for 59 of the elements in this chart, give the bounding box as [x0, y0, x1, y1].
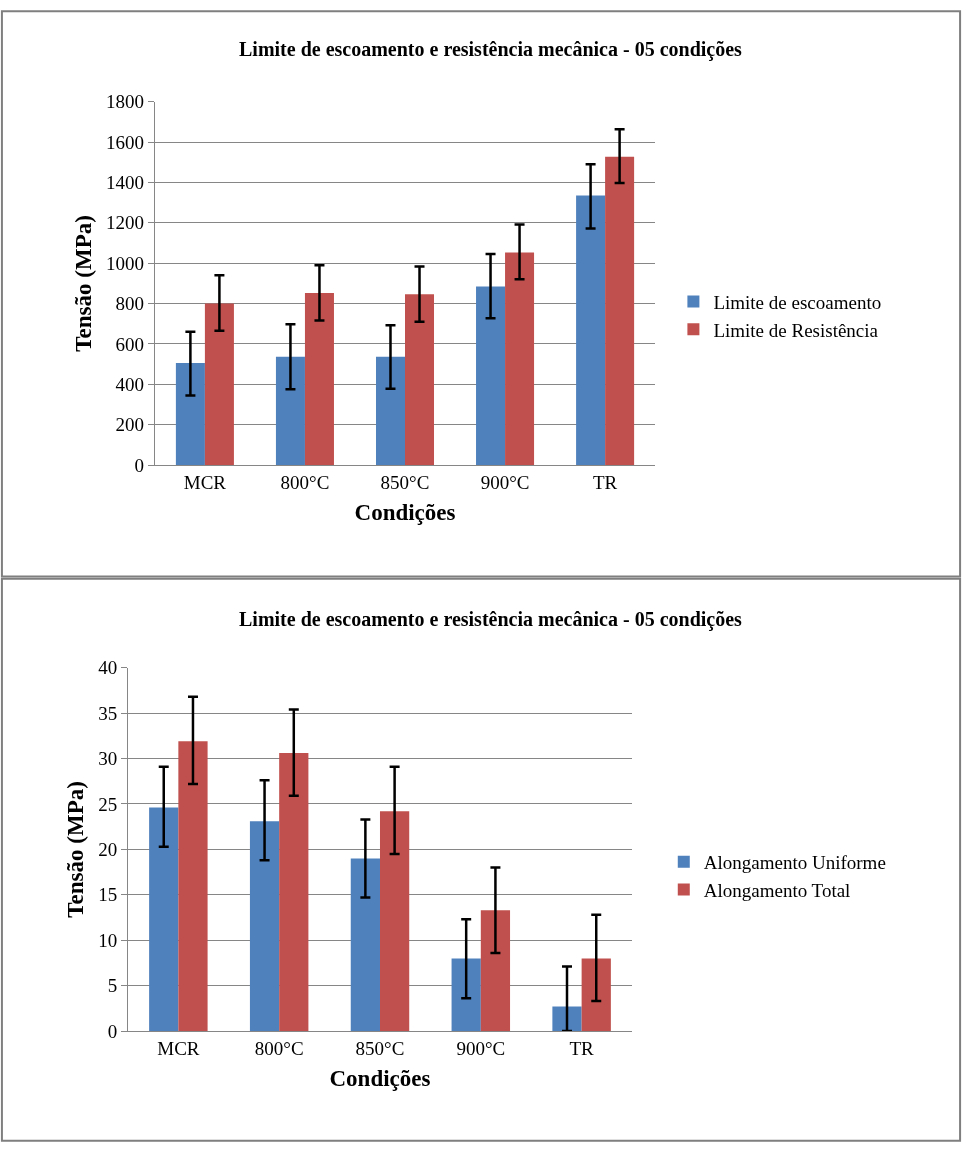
chart-title: Limite de escoamento e resistência mecânica - 05 condições — [239, 608, 743, 631]
x-axis-title: Condições — [354, 500, 456, 526]
bar — [275, 356, 305, 466]
y-tick-label: 15 — [98, 884, 118, 906]
y-tick-label: 600 — [115, 333, 145, 355]
bar — [379, 811, 410, 1032]
x-axis-title: Condições — [329, 1066, 431, 1092]
bar — [476, 286, 506, 466]
bar — [175, 363, 205, 466]
x-tick-label: 850°C — [355, 1037, 405, 1059]
y-tick-label: 1400 — [106, 172, 145, 194]
legend-label: Alongamento Total — [703, 879, 851, 901]
legend-label: Limite de Resistência — [713, 319, 879, 341]
y-tick-label: 800 — [115, 293, 145, 315]
bar — [178, 741, 208, 1032]
y-tick-label: 1200 — [106, 212, 145, 234]
x-tick-label: MCR — [157, 1037, 200, 1059]
x-tick-label: TR — [592, 471, 618, 493]
bar — [204, 303, 234, 466]
x-tick-label: 900°C — [456, 1037, 506, 1059]
x-tick-label: 800°C — [280, 471, 330, 493]
bar — [304, 293, 334, 466]
bar — [249, 821, 280, 1032]
y-tick-label: 10 — [98, 929, 118, 951]
bar — [350, 858, 380, 1032]
bar — [576, 195, 606, 466]
legend-label: Limite de escoamento — [713, 291, 882, 313]
y-axis-title: Tensão (MPa) — [62, 781, 88, 918]
y-tick-label: 0 — [107, 1020, 118, 1042]
y-tick-label: 200 — [115, 414, 145, 436]
y-tick-label: 25 — [98, 793, 118, 815]
x-tick-label: 900°C — [480, 471, 530, 493]
bar — [581, 958, 611, 1032]
chart-title: Limite de escoamento e resistência mecânica - 05 condições — [239, 38, 743, 61]
bar — [605, 156, 635, 466]
y-tick-label: 30 — [98, 748, 118, 770]
y-tick-label: 20 — [98, 839, 118, 861]
bar — [552, 1006, 582, 1032]
y-tick-label: 35 — [98, 702, 118, 724]
x-tick-label: 850°C — [380, 471, 430, 493]
y-tick-label: 40 — [98, 657, 118, 679]
bar — [405, 294, 435, 466]
y-tick-label: 400 — [115, 373, 145, 395]
x-tick-label: MCR — [183, 471, 227, 493]
bar — [505, 252, 535, 466]
x-tick-label: TR — [569, 1037, 595, 1059]
x-tick-label: 800°C — [254, 1037, 304, 1059]
y-axis-title: Tensão (MPa) — [70, 215, 96, 352]
y-tick-label: 1800 — [106, 91, 145, 113]
bar — [480, 910, 511, 1032]
y-tick-label: 1000 — [106, 252, 145, 274]
bar — [375, 356, 405, 466]
bar — [149, 807, 179, 1032]
bar — [279, 753, 309, 1032]
bar — [451, 958, 481, 1032]
y-tick-label: 5 — [107, 975, 118, 997]
y-tick-label: 1600 — [106, 131, 145, 153]
y-tick-label: 0 — [134, 454, 145, 476]
legend-label: Alongamento Uniforme — [703, 852, 886, 874]
